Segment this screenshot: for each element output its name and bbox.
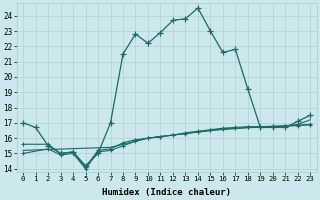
X-axis label: Humidex (Indice chaleur): Humidex (Indice chaleur) [102,188,231,197]
